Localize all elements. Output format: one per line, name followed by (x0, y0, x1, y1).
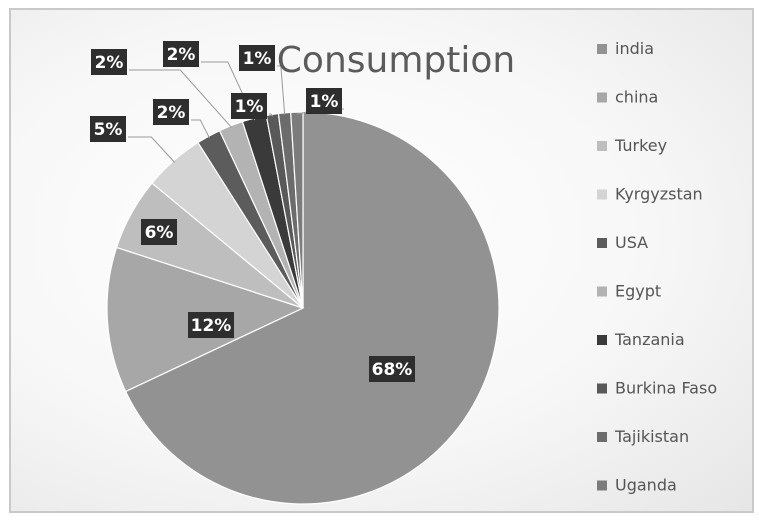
leader-line (128, 136, 176, 163)
legend-label: india (615, 39, 654, 58)
legend-label: Uganda (615, 476, 677, 495)
data-label-box (239, 45, 275, 71)
legend-swatch (597, 44, 607, 54)
legend-label: USA (615, 233, 648, 252)
data-label-box (163, 41, 199, 67)
legend-label: Turkey (614, 136, 667, 155)
pie-slice-uganda (290, 111, 304, 309)
data-label: 1% (235, 97, 264, 117)
pie-slice-india (124, 111, 500, 505)
data-label: 5% (94, 120, 123, 140)
leader-line (129, 69, 232, 128)
legend-label: Tajikistan (614, 427, 689, 446)
legend-label: Burkina Faso (615, 379, 717, 398)
chart-title: Consumption (277, 40, 515, 81)
legend-label: Kyrgyzstan (615, 185, 703, 204)
legend-swatch (597, 92, 607, 103)
data-label: 6% (145, 223, 174, 243)
legend-swatch (597, 480, 607, 491)
data-label: 12% (191, 316, 232, 336)
data-label-box (188, 312, 234, 338)
data-label-box (369, 356, 415, 382)
legend-swatch (597, 189, 607, 200)
data-label: 1% (243, 49, 272, 69)
legend-label: china (615, 88, 658, 107)
legend-label: Tanzania (614, 330, 685, 349)
data-label-box (153, 99, 189, 125)
data-label: 2% (157, 103, 186, 123)
leader-line (191, 119, 210, 139)
legend: india china Turkey Kyrgyzstan USA Egypt Tanzan… (597, 39, 717, 495)
data-labels: 68% 12% 6% 5% 2% 2% 2% 1% 1% 1% (90, 41, 415, 382)
legend-swatch (597, 432, 607, 442)
data-label-box (90, 116, 126, 142)
data-label: 1% (310, 92, 339, 112)
data-label: 2% (95, 53, 124, 73)
data-label-box (141, 219, 177, 245)
leader-line (269, 113, 274, 117)
legend-swatch (597, 141, 607, 151)
data-label: 2% (167, 45, 196, 65)
legend-swatch (597, 286, 607, 297)
pie-slices (106, 111, 500, 505)
data-label-box (91, 49, 127, 75)
data-label-box (231, 93, 267, 119)
data-label: 68% (372, 360, 413, 380)
legend-swatch (597, 238, 607, 248)
leader-line (277, 65, 286, 115)
legend-label: Egypt (615, 282, 661, 301)
chart-frame: Consumption 68% 12% 6% 5% 2% 2% 2% 1% 1% 1% india… (9, 8, 754, 513)
data-label-box (306, 88, 342, 114)
legend-swatch (597, 383, 607, 394)
pie-chart: Consumption 68% 12% 6% 5% 2% 2% 2% 1% 1% 1% india… (90, 39, 717, 505)
legend-swatch (597, 335, 607, 345)
